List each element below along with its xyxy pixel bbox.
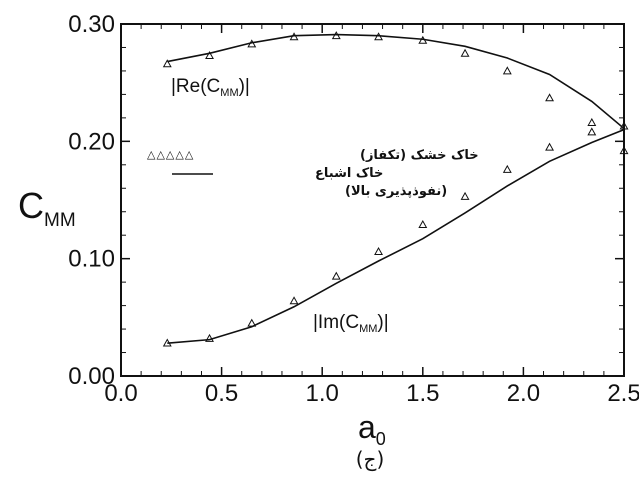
tick-marks [120,23,625,377]
data-point-re [545,93,555,102]
x-tick-label: 1.5 [406,380,439,407]
data-point-im [205,333,214,342]
data-point-im [374,246,383,256]
legend: △△△△△ خاک خشک (تکفاز) خاک اشباع (نفوذپذی… [147,148,479,199]
y-axis-title-subscript: MM [44,210,76,231]
y-tick-label: 0.10 [68,246,115,273]
y-tick-label: 0.20 [68,128,115,155]
x-tick-labels: 0.0 0.5 1.0 1.5 2.0 2.5 [104,380,639,407]
data-point-re [205,51,214,60]
data-point-im [331,271,341,280]
y-tick-label: 0.30 [68,11,115,38]
re-curve-label: |Re(CMM)| [171,76,250,99]
series-line-im [167,128,625,344]
data-point-im [162,338,172,347]
y-tick-labels: 0.00 0.10 0.20 0.30 [68,11,115,390]
re-curve-label-subscript: MM [220,87,238,99]
y-tick-label: 0.00 [68,363,115,390]
series-markers [162,31,629,347]
legend-entry-dry-soil: خاک خشک (تکفاز) [360,148,479,163]
x-tick-label: 2.0 [507,380,540,407]
plot-frame [120,23,625,377]
data-point-re [374,32,383,41]
data-point-re [289,32,299,41]
data-point-im [587,127,597,136]
data-point-im [545,142,555,151]
data-point-re [587,117,597,126]
x-axis-title-subscript: 0 [376,429,386,449]
x-tick-label: 1.0 [306,380,339,407]
data-point-im [502,164,512,173]
figure-caption: (ج) [356,447,385,471]
data-point-re [331,31,341,40]
data-point-im [619,146,629,155]
data-point-im [247,318,257,327]
data-point-re [162,59,172,68]
series-line-re [167,33,625,130]
data-point-re [247,39,257,48]
data-point-im [418,220,428,229]
data-point-re [619,121,629,130]
y-axis-title: CMM [18,185,76,231]
x-tick-label: 0.5 [205,380,238,407]
data-point-re [418,35,428,44]
im-curve-label-subscript: MM [359,323,377,335]
data-point-re [460,48,470,57]
data-point-im [460,191,470,200]
legend-entry-high-permeability: (نفوذپذیری بالا) [345,184,447,199]
legend-entry-saturated-soil: خاک اشباع [315,166,383,181]
data-point-re [502,66,512,75]
x-tick-label: 2.5 [607,380,639,407]
x-axis-title: a0 [358,409,386,449]
im-curve-label: |Im(CMM)| [313,312,389,335]
data-point-im [289,296,299,305]
legend-marker-sample: △△△△△ [147,148,194,161]
re-curve-label-close: )| [239,76,250,97]
x-tick-label: 0.0 [104,380,137,407]
im-curve-label-close: )| [377,312,388,333]
series-lines [167,33,625,344]
